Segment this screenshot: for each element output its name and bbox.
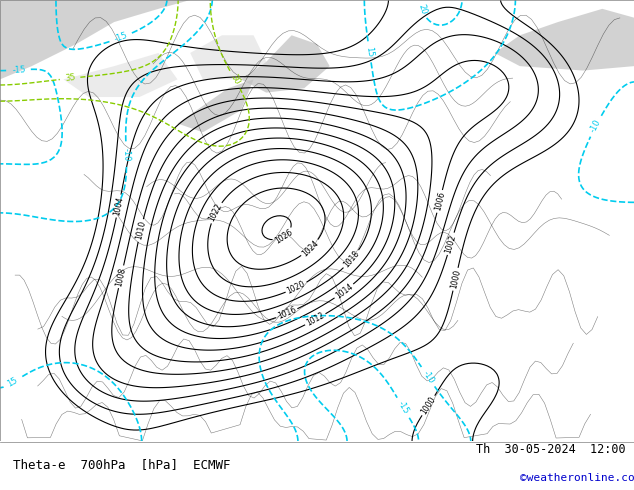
Text: 1022: 1022 bbox=[207, 202, 224, 223]
Polygon shape bbox=[0, 0, 190, 79]
Text: 1018: 1018 bbox=[342, 249, 361, 270]
Text: Th  30-05-2024  12:00  UTC  (06+54): Th 30-05-2024 12:00 UTC (06+54) bbox=[476, 443, 634, 457]
Text: 1008: 1008 bbox=[115, 267, 127, 287]
Text: -10: -10 bbox=[588, 118, 603, 134]
Text: -15: -15 bbox=[113, 31, 129, 44]
Text: ©weatheronline.co.uk: ©weatheronline.co.uk bbox=[520, 473, 634, 483]
Text: 1010: 1010 bbox=[134, 220, 147, 241]
Text: -10: -10 bbox=[122, 148, 131, 162]
Text: 30: 30 bbox=[228, 73, 242, 87]
Text: 1026: 1026 bbox=[273, 227, 294, 245]
Text: 1000: 1000 bbox=[420, 395, 437, 416]
Text: 1004: 1004 bbox=[112, 196, 125, 217]
Polygon shape bbox=[190, 35, 266, 79]
Text: 1020: 1020 bbox=[286, 279, 307, 295]
Text: -10: -10 bbox=[420, 368, 436, 385]
Text: 1012: 1012 bbox=[305, 311, 326, 328]
Text: 1014: 1014 bbox=[333, 282, 354, 300]
Text: 20: 20 bbox=[416, 2, 428, 15]
Text: 1000: 1000 bbox=[449, 269, 462, 290]
Text: 1016: 1016 bbox=[276, 306, 297, 321]
Text: 35: 35 bbox=[64, 74, 76, 83]
Polygon shape bbox=[495, 9, 634, 71]
Text: -15: -15 bbox=[396, 400, 410, 416]
Text: 15: 15 bbox=[365, 47, 375, 58]
Polygon shape bbox=[241, 35, 330, 93]
Polygon shape bbox=[63, 53, 178, 97]
Text: -15: -15 bbox=[12, 65, 26, 75]
Text: Theta-e  700hPa  [hPa]  ECMWF: Theta-e 700hPa [hPa] ECMWF bbox=[13, 458, 230, 471]
Text: 1002: 1002 bbox=[444, 233, 458, 254]
Text: 1006: 1006 bbox=[433, 191, 446, 212]
Text: 15: 15 bbox=[6, 376, 20, 389]
Polygon shape bbox=[178, 79, 254, 132]
Text: 1024: 1024 bbox=[300, 238, 320, 258]
